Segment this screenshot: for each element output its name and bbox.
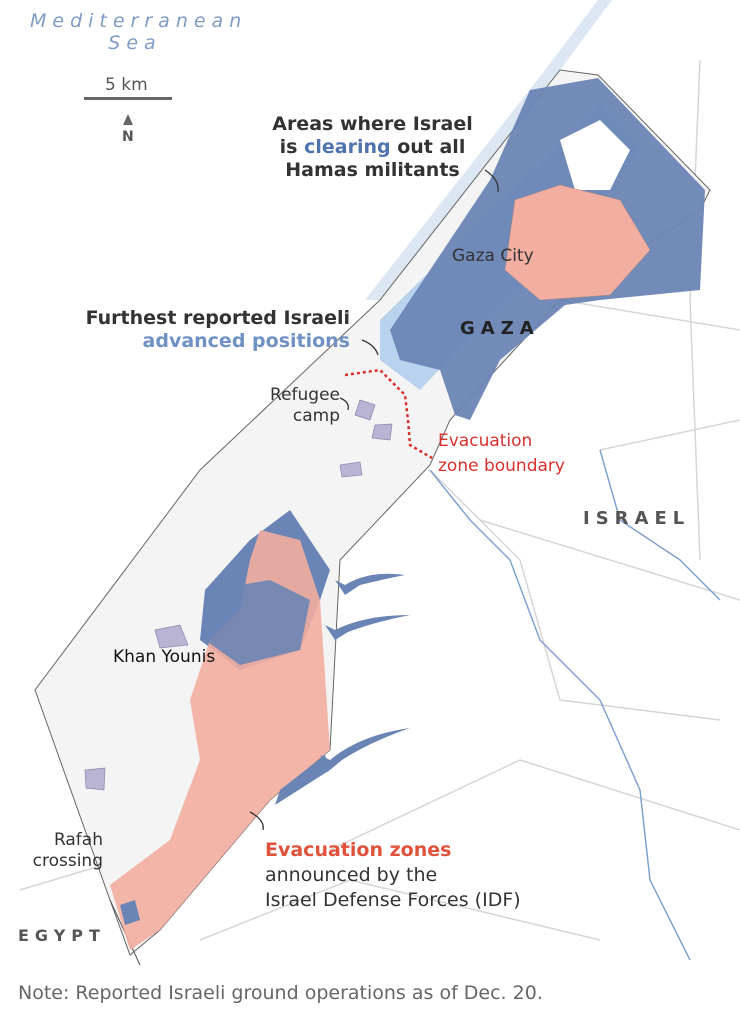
israel-label: ISRAEL — [583, 508, 691, 529]
rafah-line1: Rafah — [53, 830, 103, 850]
rafah-label: Rafah crossing — [18, 830, 103, 872]
evac-line3: Israel Defense Forces (IDF) — [265, 889, 521, 911]
sea-label-line2: Sea — [108, 32, 162, 54]
footnote: Note: Reported Israeli ground operations… — [18, 982, 543, 1004]
north-arrow-icon — [123, 114, 133, 125]
gaza-city-label: Gaza City — [452, 246, 534, 266]
gaza-label: GAZA — [460, 318, 540, 339]
refugee-camp-line1: Refugee — [270, 385, 340, 405]
refugee-camp-line2: camp — [292, 406, 340, 426]
evac-annotation: Evacuation zones announced by the Israel… — [265, 838, 521, 913]
israel-roads — [19, 59, 740, 941]
north-label: N — [122, 129, 134, 145]
israel-river — [429, 449, 721, 961]
arrow-icon — [335, 573, 405, 595]
evac-highlight: Evacuation zones — [265, 839, 452, 861]
gaza-city-hole — [560, 120, 630, 190]
evacuation-gaza-city — [504, 184, 651, 301]
clearing-post: out all — [390, 136, 466, 158]
coast-shade — [365, 0, 612, 300]
sea — [0, 0, 612, 700]
boundary-line2: zone boundary — [438, 456, 565, 476]
clearing-rafah — [120, 900, 140, 925]
clearing-line3: Hamas militants — [285, 159, 460, 181]
arrow-icon — [325, 615, 410, 640]
clearing-area-khan-younis-core — [205, 580, 310, 665]
map-canvas — [0, 0, 740, 966]
sea-label-line1: Mediterranean — [30, 10, 248, 32]
clearing-annotation: Areas where Israel is clearing out all H… — [255, 113, 490, 182]
arrow-icon — [320, 728, 410, 770]
clearing-south-edge — [275, 755, 330, 805]
advanced-annotation: Furthest reported Israeli advanced posit… — [80, 307, 350, 353]
clearing-is: is — [279, 136, 305, 158]
clearing-line1: Areas where Israel — [272, 113, 473, 135]
leader-lines — [249, 169, 499, 831]
evac-line2: announced by the — [265, 864, 438, 886]
sea-label: Mediterranean Sea — [30, 10, 248, 54]
advanced-line1: Furthest reported Israeli — [85, 307, 350, 329]
boundary-line1: Evacuation — [438, 431, 533, 451]
boundary-label: Evacuation zone boundary — [438, 431, 565, 477]
refugee-camp-label: Refugee camp — [262, 385, 340, 427]
rafah-line2: crossing — [32, 851, 103, 871]
scale-bar — [84, 97, 172, 125]
scale-label: 5 km — [105, 75, 148, 95]
refugee-camps — [84, 399, 393, 791]
movement-arrows — [320, 573, 410, 770]
egypt-label: EGYPT — [18, 926, 106, 945]
khan-younis-label: Khan Younis — [113, 647, 216, 667]
advanced-highlight: advanced positions — [142, 330, 350, 352]
clearing-highlight: clearing — [304, 136, 391, 158]
